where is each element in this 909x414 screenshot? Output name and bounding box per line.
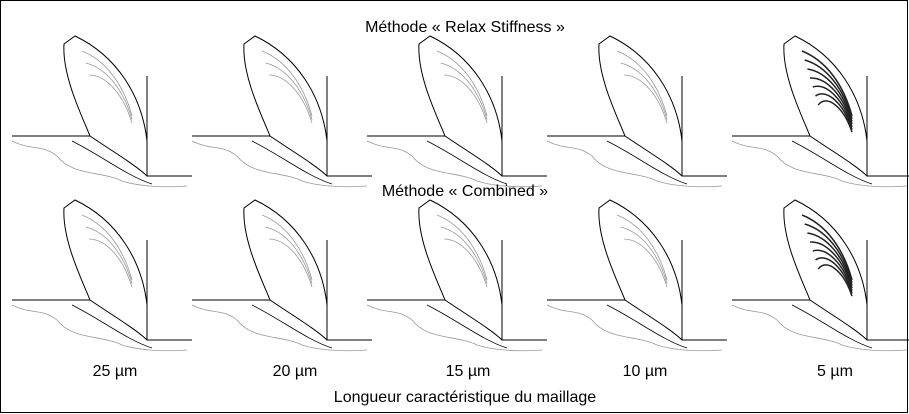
column-label: 25 µm: [93, 363, 138, 380]
column-label: 20 µm: [273, 363, 318, 380]
frame: [1, 1, 908, 413]
row-title: Méthode « Combined »: [382, 183, 548, 200]
figure: Méthode « Relax Stiffness » Méthode « Co…: [0, 0, 909, 414]
footer-label: Longueur caractéristique du maillage: [334, 389, 596, 406]
column-label: 10 µm: [623, 363, 668, 380]
column-label: 15 µm: [446, 363, 491, 380]
page: Méthode « Relax Stiffness » Méthode « Co…: [0, 0, 909, 414]
row-title: Méthode « Relax Stiffness »: [365, 19, 565, 36]
column-label: 5 µm: [817, 363, 853, 380]
